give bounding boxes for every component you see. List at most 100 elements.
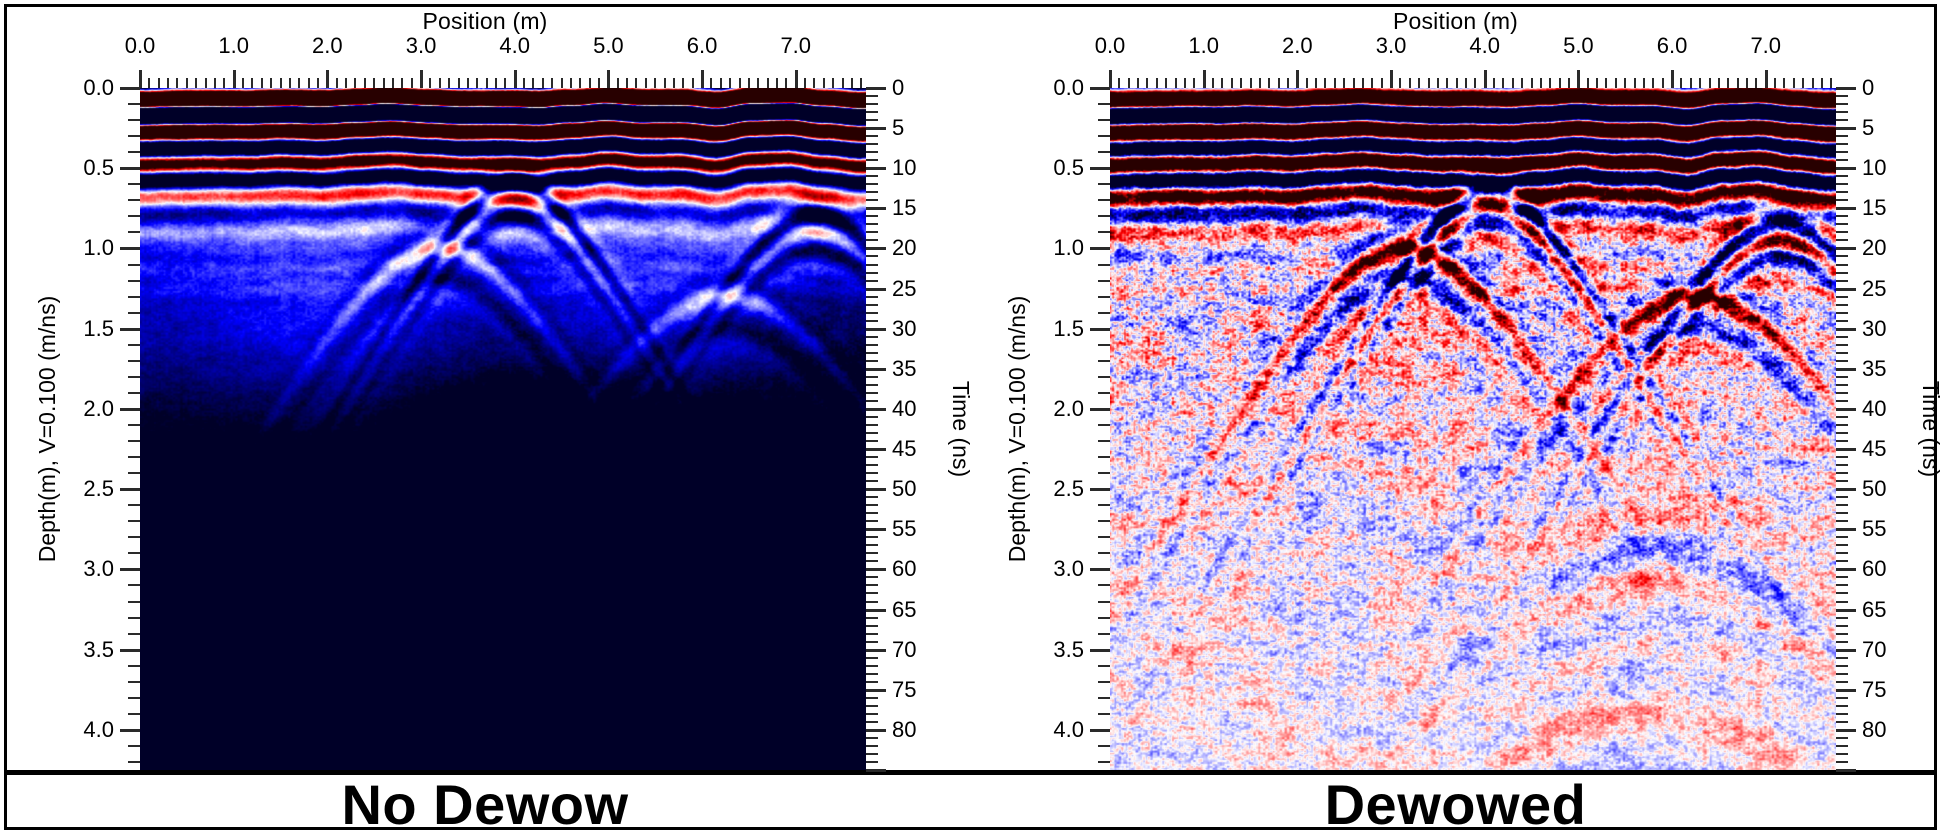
depth-axis-minor-tick (128, 359, 140, 362)
time-axis-minor-tick (1836, 672, 1848, 675)
x-axis-major-tick (1671, 70, 1675, 88)
time-axis-minor-tick (1836, 103, 1848, 106)
time-axis-minor-tick (866, 423, 878, 426)
time-axis-tick-label: 15 (1862, 195, 1887, 221)
time-axis-minor-tick (866, 415, 878, 418)
time-axis-tick-label: 25 (892, 275, 917, 301)
depth-axis-tick-label: 1.0 (83, 235, 114, 261)
x-axis-minor-tick (195, 78, 198, 88)
time-axis-major-tick (1836, 608, 1856, 612)
time-axis-minor-tick (866, 335, 878, 338)
depth-axis-minor-tick (1098, 504, 1110, 507)
x-axis-minor-tick (167, 78, 170, 88)
x-axis-minor-tick (401, 78, 404, 88)
time-axis-minor-tick (866, 343, 878, 346)
depth-axis-tick-label: 2.0 (1053, 395, 1084, 421)
time-axis-minor-tick (866, 215, 878, 218)
x-axis-minor-tick (1502, 78, 1505, 88)
x-axis-major-tick (1764, 70, 1768, 88)
time-axis-minor-tick (1836, 231, 1848, 234)
x-axis-minor-tick (1361, 78, 1364, 88)
x-axis-major-tick (607, 70, 611, 88)
x-axis-ruler-left (139, 66, 866, 88)
time-axis-minor-tick (1836, 472, 1848, 475)
time-axis-minor-tick (1836, 391, 1848, 394)
time-axis-minor-tick (1836, 720, 1848, 723)
time-axis-minor-tick (1836, 255, 1848, 258)
time-axis-minor-tick (866, 632, 878, 635)
depth-axis-minor-tick (1098, 311, 1110, 314)
depth-axis-minor-tick (1098, 263, 1110, 266)
time-axis-minor-tick (1836, 191, 1848, 194)
x-axis-minor-tick (1783, 78, 1786, 88)
x-axis-minor-tick (429, 78, 432, 88)
time-axis-minor-tick (866, 135, 878, 138)
x-axis-minor-tick (738, 78, 741, 88)
x-axis-tick-label: 2.0 (312, 33, 343, 58)
time-axis-minor-tick (866, 480, 878, 483)
x-axis-title-left: Position (m) (422, 8, 548, 34)
time-axis-minor-tick (1836, 119, 1848, 122)
time-axis-minor-tick (1836, 359, 1848, 362)
time-axis-major-tick (1836, 167, 1856, 171)
depth-axis-minor-tick (128, 183, 140, 186)
time-axis-minor-tick (1836, 504, 1848, 507)
depth-axis-title-right: Depth(m), V=0.100 (m/ns) (1004, 295, 1030, 563)
depth-axis-minor-tick (1098, 680, 1110, 683)
x-axis-minor-tick (523, 78, 526, 88)
depth-axis-major-tick (1090, 568, 1110, 572)
depth-axis-minor-tick (128, 135, 140, 138)
time-axis-minor-tick (866, 295, 878, 298)
x-axis-minor-tick (185, 78, 188, 88)
time-axis-tick-label: 25 (1862, 275, 1887, 301)
depth-axis-minor-tick (1098, 231, 1110, 234)
time-axis-minor-tick (1836, 760, 1848, 763)
time-axis-tick-label: 20 (1862, 235, 1887, 261)
time-axis-minor-tick (866, 231, 878, 234)
time-axis-minor-tick (866, 183, 878, 186)
depth-axis-major-tick (120, 87, 140, 90)
time-axis-minor-tick (866, 103, 878, 106)
x-axis-minor-tick (1811, 78, 1814, 88)
x-axis-minor-tick (1193, 78, 1196, 88)
time-axis-tick-label: 0 (892, 75, 905, 100)
depth-axis-minor-tick (128, 263, 140, 266)
x-axis-minor-tick (494, 78, 497, 88)
x-axis-minor-tick (841, 78, 844, 88)
x-axis-minor-tick (1455, 78, 1458, 88)
depth-axis-tick-label: 0.0 (83, 75, 114, 100)
time-axis-minor-tick (1836, 423, 1848, 426)
x-axis-minor-tick (373, 78, 376, 88)
x-axis-minor-tick (579, 78, 582, 88)
time-axis-minor-tick (866, 544, 878, 547)
radargram-dewowed (1110, 88, 1836, 770)
x-axis-tick-label: 2.0 (1282, 33, 1313, 58)
x-axis-minor-tick (1286, 78, 1289, 88)
x-axis-minor-tick (1380, 78, 1383, 88)
x-axis-minor-tick (822, 78, 825, 88)
time-axis-major-tick (1836, 568, 1856, 572)
depth-axis-minor-tick (1098, 552, 1110, 555)
depth-axis-minor-tick (128, 584, 140, 587)
x-axis-minor-tick (1408, 78, 1411, 88)
x-axis-minor-tick (316, 78, 319, 88)
depth-axis-minor-tick (128, 760, 140, 763)
x-axis-minor-tick (148, 78, 151, 88)
time-axis-minor-tick (1836, 440, 1848, 443)
x-axis-minor-tick (588, 78, 591, 88)
time-axis-major-tick (1836, 327, 1856, 331)
time-axis-minor-tick (866, 351, 878, 354)
time-axis-minor-tick (866, 736, 878, 739)
depth-axis-major-tick (120, 728, 140, 732)
depth-axis-minor-tick (128, 536, 140, 539)
time-axis-minor-tick (866, 704, 878, 707)
time-axis-tick-label: 0 (1862, 75, 1875, 100)
depth-axis-major-tick (120, 327, 140, 331)
x-axis-minor-tick (569, 78, 572, 88)
depth-axis-minor-tick (1098, 359, 1110, 362)
figure-outer-frame (4, 4, 1937, 830)
x-axis-minor-tick (1446, 78, 1449, 88)
x-axis-minor-tick (1717, 78, 1720, 88)
x-axis-minor-tick (345, 78, 348, 88)
